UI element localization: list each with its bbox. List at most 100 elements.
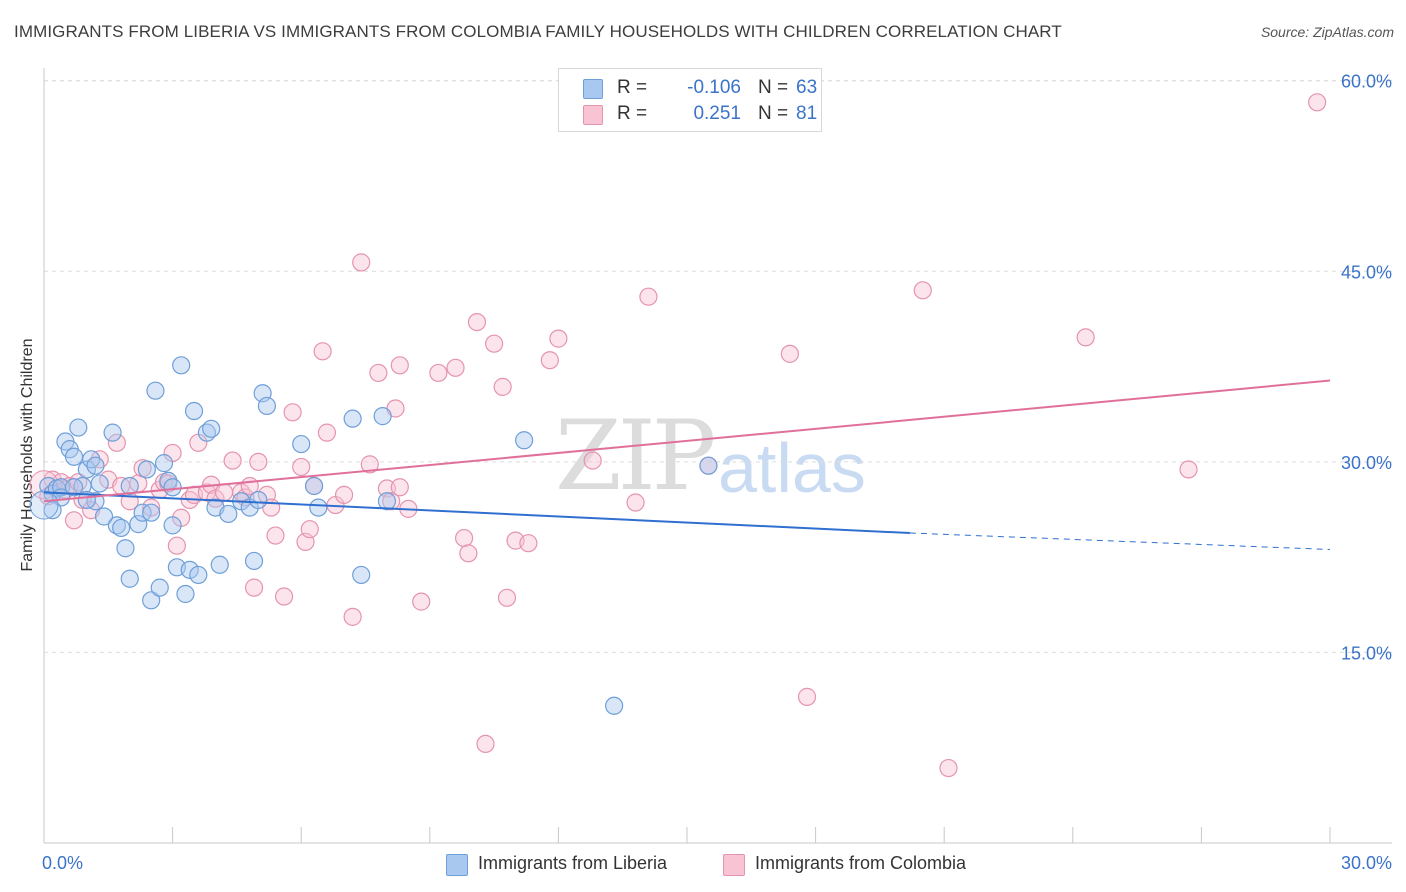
data-point	[377, 492, 397, 511]
data-point	[69, 418, 88, 437]
data-point	[939, 758, 958, 778]
bottom-legend-label: Immigrants from Colombia	[755, 853, 967, 873]
data-point	[223, 451, 242, 470]
data-point	[304, 476, 324, 496]
data-point	[146, 381, 165, 400]
data-point	[103, 423, 122, 442]
data-point	[390, 478, 409, 497]
data-point	[605, 696, 624, 715]
y-tick-label: 45.0%	[1341, 262, 1392, 282]
data-point	[180, 560, 199, 579]
data-point	[94, 507, 114, 526]
data-point	[189, 565, 208, 585]
data-point	[142, 503, 161, 522]
data-point	[519, 534, 538, 553]
data-point	[154, 454, 174, 473]
legend-r-label: R =	[617, 77, 648, 98]
bottom-legend-label: Immigrants from Liberia	[478, 853, 668, 873]
data-point	[112, 518, 131, 538]
data-point	[107, 433, 126, 452]
data-point	[493, 377, 512, 396]
data-point	[120, 569, 139, 588]
colombia-trend-line	[43, 379, 1331, 503]
data-point	[210, 555, 229, 574]
data-point	[184, 401, 204, 421]
legend-n-label: N =	[758, 77, 789, 98]
data-point	[249, 452, 268, 471]
data-point	[120, 476, 139, 496]
data-point	[476, 734, 495, 754]
data-point	[1308, 93, 1327, 112]
data-point	[360, 455, 379, 474]
data-point	[137, 460, 156, 479]
data-point	[913, 281, 932, 300]
legend-swatch-colombia	[583, 105, 603, 125]
data-point	[429, 363, 448, 383]
data-point	[626, 493, 645, 512]
data-point	[352, 253, 371, 272]
data-point	[29, 490, 59, 520]
colombia-points	[29, 93, 1327, 778]
data-point	[292, 457, 311, 477]
data-point	[343, 409, 362, 428]
data-point	[77, 490, 96, 510]
liberia-points	[29, 356, 718, 715]
data-point	[639, 287, 658, 306]
chart-title: IMMIGRANTS FROM LIBERIA VS IMMIGRANTS FR…	[14, 22, 1062, 41]
data-point	[64, 447, 84, 466]
data-point	[116, 539, 135, 558]
axes	[43, 68, 1392, 844]
data-point	[249, 490, 268, 510]
data-point	[497, 588, 517, 607]
data-point	[549, 329, 568, 348]
liberia-trend-extension	[909, 532, 1331, 551]
legend-swatch-liberia	[583, 79, 603, 99]
legend-n-value: 63	[796, 77, 818, 98]
data-point	[283, 403, 302, 422]
legend-r-value: 0.251	[693, 103, 741, 124]
data-point	[467, 312, 487, 332]
data-point	[699, 456, 718, 475]
data-point	[129, 515, 148, 534]
legend-n-value: 81	[796, 103, 818, 124]
data-point	[167, 536, 186, 555]
watermark-zip: ZIP	[555, 400, 716, 512]
data-point	[797, 687, 817, 706]
data-point	[334, 485, 354, 504]
data-point	[540, 351, 559, 370]
legend-r-label: R =	[617, 103, 648, 124]
gridlines	[44, 80, 1392, 653]
data-point	[515, 431, 534, 450]
legend-n-label: N =	[758, 103, 789, 124]
data-point	[300, 520, 319, 539]
x-tick-label: 0.0%	[42, 853, 83, 873]
data-point	[219, 504, 238, 524]
y-tick-label: 15.0%	[1341, 643, 1392, 663]
data-point	[454, 528, 474, 548]
data-point	[52, 478, 71, 497]
data-point	[382, 492, 401, 511]
data-point	[485, 334, 504, 353]
data-point	[412, 592, 431, 611]
liberia-trend-line	[43, 491, 910, 534]
data-point	[343, 607, 362, 626]
data-point	[150, 578, 169, 597]
correlation-legend: R = -0.106 N = 63 R = 0.251 N = 81	[558, 68, 822, 132]
data-point	[77, 460, 96, 479]
data-point	[780, 344, 799, 363]
data-point	[163, 516, 182, 535]
data-point	[142, 498, 161, 517]
data-point	[1076, 328, 1095, 347]
data-point	[459, 544, 478, 563]
data-point	[202, 419, 221, 438]
data-point	[86, 456, 105, 475]
data-point	[90, 474, 109, 493]
data-point	[292, 434, 311, 454]
tick-labels: 15.0% 30.0% 45.0% 60.0% 0.0% 30.0%	[42, 72, 1392, 873]
data-point	[309, 498, 328, 517]
data-point	[266, 526, 285, 545]
data-point	[214, 483, 234, 502]
data-point	[369, 363, 388, 383]
watermark-atlas: atlas	[718, 429, 866, 507]
